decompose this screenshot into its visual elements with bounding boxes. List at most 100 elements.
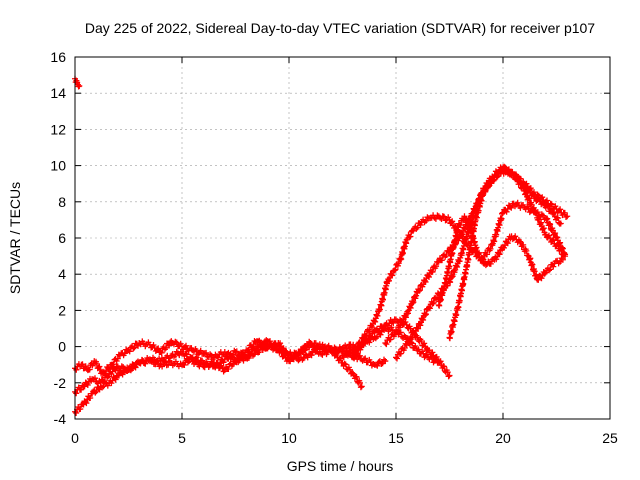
marker-trail (169, 348, 184, 360)
marker-trail (340, 346, 355, 361)
y-tick-label: 6 (58, 230, 66, 246)
marker-trail (446, 305, 461, 342)
marker-trail (554, 206, 569, 220)
marker-trail (201, 358, 216, 371)
y-tick-label: 10 (50, 158, 66, 174)
marker-trail (489, 210, 506, 247)
marker-trail (180, 350, 195, 363)
marker-trail (415, 346, 430, 361)
marker-trail (541, 202, 555, 215)
marker-trail (449, 226, 461, 257)
y-tick-label: 14 (50, 85, 66, 101)
marker-trail (426, 353, 441, 366)
marker-trail (74, 81, 82, 90)
marker-trail (351, 334, 366, 356)
marker-trail (72, 77, 80, 86)
x-tick-label: 25 (602, 430, 618, 446)
marker-trail (517, 240, 531, 259)
marker-trail (116, 365, 131, 379)
marker-trail (394, 340, 409, 362)
marker-trail (552, 255, 565, 267)
marker-trail (180, 342, 195, 354)
marker-trail (512, 199, 527, 211)
x-tick-label: 15 (388, 430, 404, 446)
marker-trail (372, 356, 387, 369)
marker-trail (73, 401, 86, 416)
marker-trail (385, 268, 397, 284)
marker-trail (169, 338, 184, 350)
marker-trail (287, 349, 302, 364)
marker-trail (463, 221, 478, 269)
data-point (564, 213, 571, 220)
marker-trail (404, 324, 420, 347)
marker-trail (99, 379, 111, 391)
marker-trail (426, 258, 441, 280)
marker-trail (137, 338, 152, 350)
marker-trail (73, 361, 84, 373)
y-tick-label: 4 (58, 266, 66, 282)
marker-trail (126, 359, 141, 373)
marker-trail (526, 255, 540, 282)
marker-trail (362, 355, 377, 369)
marker-trail (397, 239, 410, 263)
axis-ticks: 0 5 10 15 20 25 -4 -2 0 2 4 6 8 10 12 14 16 (50, 49, 618, 446)
marker-trail (340, 360, 356, 377)
marker-trail (490, 167, 503, 184)
marker-trail (212, 349, 227, 361)
marker-trail (109, 351, 122, 368)
marker-trail (319, 343, 334, 356)
marker-trail (522, 189, 538, 215)
y-tick-label: 16 (50, 49, 66, 65)
marker-trail (158, 352, 173, 365)
marker-trail (90, 375, 103, 387)
x-tick-label: 20 (495, 430, 511, 446)
marker-trail (550, 209, 563, 227)
marker-trail (509, 233, 522, 246)
grid-lines (75, 57, 610, 419)
marker-trail (436, 247, 452, 264)
marker-trail (455, 263, 470, 311)
y-tick-label: 8 (58, 194, 66, 210)
marker-trail (415, 272, 431, 294)
marker-trail (191, 358, 206, 370)
marker-trail (393, 312, 409, 335)
marker-trail (351, 372, 364, 391)
marker-trail (372, 301, 384, 325)
marker-trail (437, 213, 452, 224)
marker-trail (372, 325, 388, 342)
marker-trail (404, 227, 416, 242)
marker-trail (169, 358, 184, 370)
marker-trail (507, 169, 520, 181)
series-track-10 (435, 213, 566, 309)
marker-trail (297, 338, 313, 355)
y-tick-label: -2 (54, 375, 67, 391)
marker-trail (362, 333, 377, 347)
marker-trail (126, 340, 141, 355)
marker-trail (533, 195, 546, 208)
marker-trail (426, 290, 441, 312)
marker-trail (543, 261, 557, 274)
marker-trail (107, 363, 120, 377)
x-tick-label: 10 (281, 430, 297, 446)
marker-trail (298, 351, 313, 363)
chart-title: Day 225 of 2022, Sidereal Day-to-day VTE… (85, 20, 595, 36)
marker-trail (90, 384, 103, 396)
marker-trail (244, 347, 259, 361)
series-track-7 (350, 199, 569, 356)
data-point (446, 372, 453, 379)
marker-trail (543, 215, 559, 240)
marker-trail (330, 344, 345, 357)
marker-trail (378, 279, 390, 309)
marker-trail (98, 372, 112, 385)
marker-trail (383, 331, 398, 348)
marker-trail (501, 200, 516, 215)
marker-trail (415, 305, 431, 332)
marker-trail (428, 212, 441, 222)
marker-trail (535, 269, 548, 283)
marker-trail (524, 185, 538, 201)
marker-trail (472, 190, 487, 224)
y-tick-label: -4 (54, 411, 67, 427)
marker-trail (81, 375, 95, 390)
